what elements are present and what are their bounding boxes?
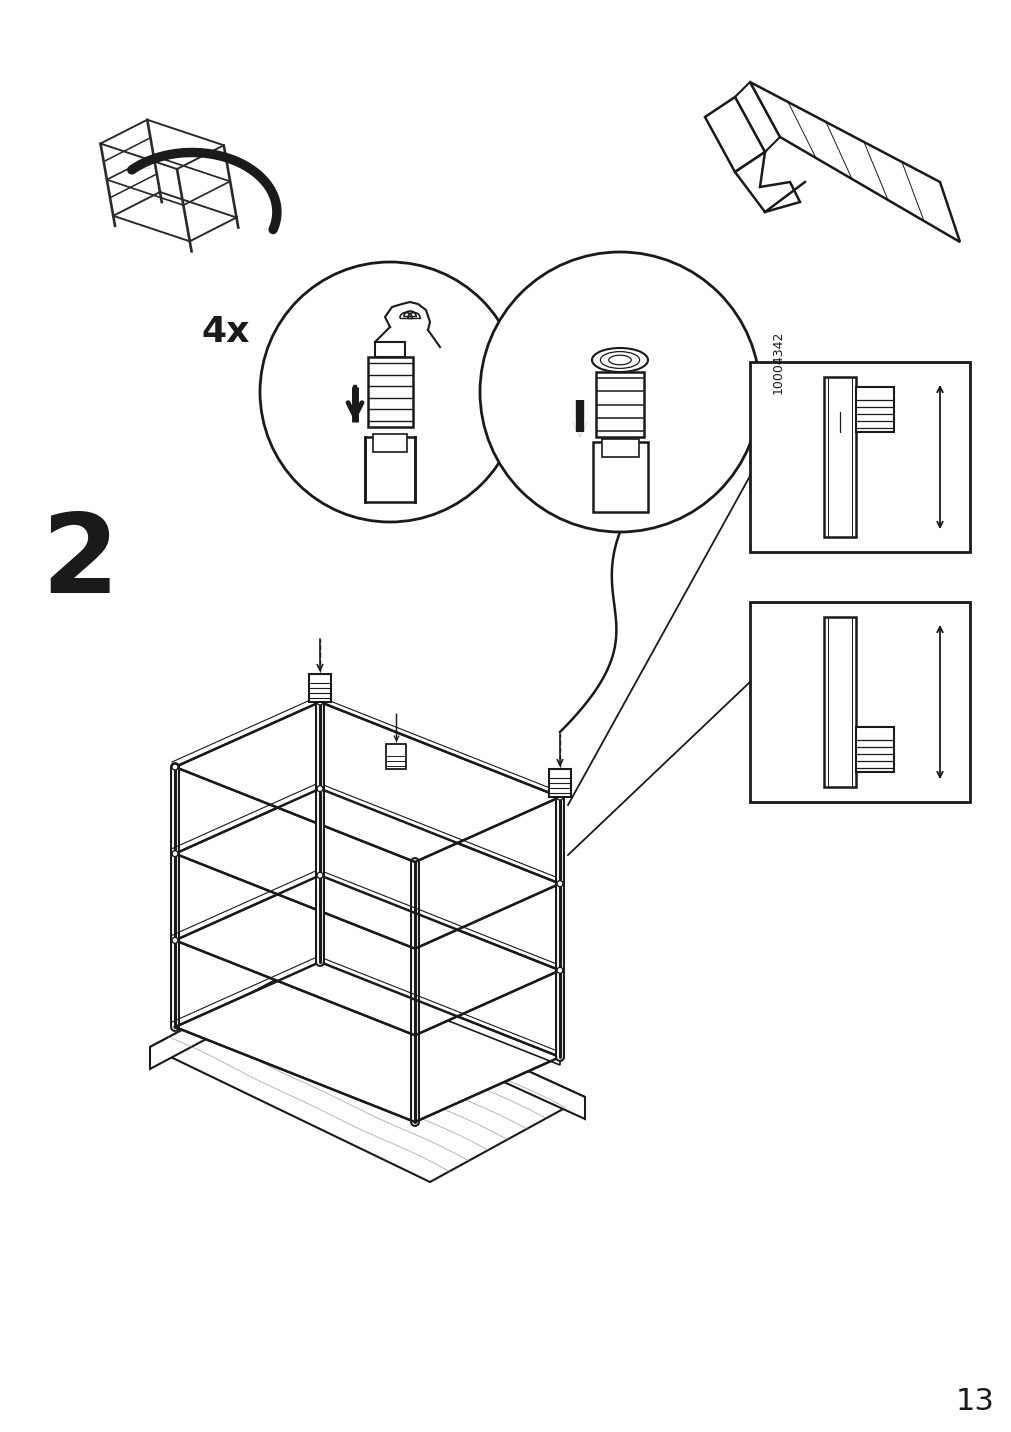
Polygon shape	[175, 789, 559, 948]
Circle shape	[556, 793, 562, 800]
Polygon shape	[175, 702, 559, 862]
Bar	[749, 362, 969, 551]
Bar	[368, 357, 412, 427]
Circle shape	[316, 872, 323, 878]
Text: 13: 13	[954, 1388, 994, 1416]
Polygon shape	[175, 875, 559, 1035]
Bar	[386, 745, 406, 769]
Polygon shape	[350, 1004, 510, 1085]
Bar	[308, 674, 331, 702]
Bar	[823, 617, 855, 788]
Circle shape	[260, 262, 520, 523]
Polygon shape	[290, 1004, 510, 1094]
Ellipse shape	[591, 348, 647, 372]
Text: 10004342: 10004342	[770, 331, 784, 394]
Text: 4x: 4x	[201, 315, 250, 349]
Bar	[592, 442, 647, 513]
Bar	[602, 440, 638, 457]
Polygon shape	[705, 97, 764, 172]
Circle shape	[172, 851, 178, 856]
Circle shape	[316, 699, 323, 705]
Polygon shape	[734, 82, 779, 152]
Polygon shape	[299, 967, 584, 1118]
Circle shape	[316, 786, 323, 792]
Circle shape	[556, 881, 562, 886]
Polygon shape	[150, 967, 299, 1070]
Polygon shape	[749, 82, 959, 242]
Polygon shape	[175, 962, 559, 1123]
Bar	[855, 387, 893, 432]
Circle shape	[172, 765, 178, 770]
Bar	[373, 434, 406, 453]
Polygon shape	[150, 967, 584, 1181]
Bar	[548, 769, 570, 798]
Polygon shape	[734, 152, 800, 212]
Bar	[823, 377, 855, 537]
Bar	[365, 437, 415, 503]
Polygon shape	[319, 962, 559, 1065]
Circle shape	[556, 968, 562, 974]
Bar	[749, 601, 969, 802]
Circle shape	[479, 252, 759, 533]
Circle shape	[172, 938, 178, 944]
Bar	[375, 342, 404, 357]
Text: 2: 2	[41, 508, 118, 616]
Bar	[855, 727, 893, 772]
Bar	[595, 372, 643, 437]
